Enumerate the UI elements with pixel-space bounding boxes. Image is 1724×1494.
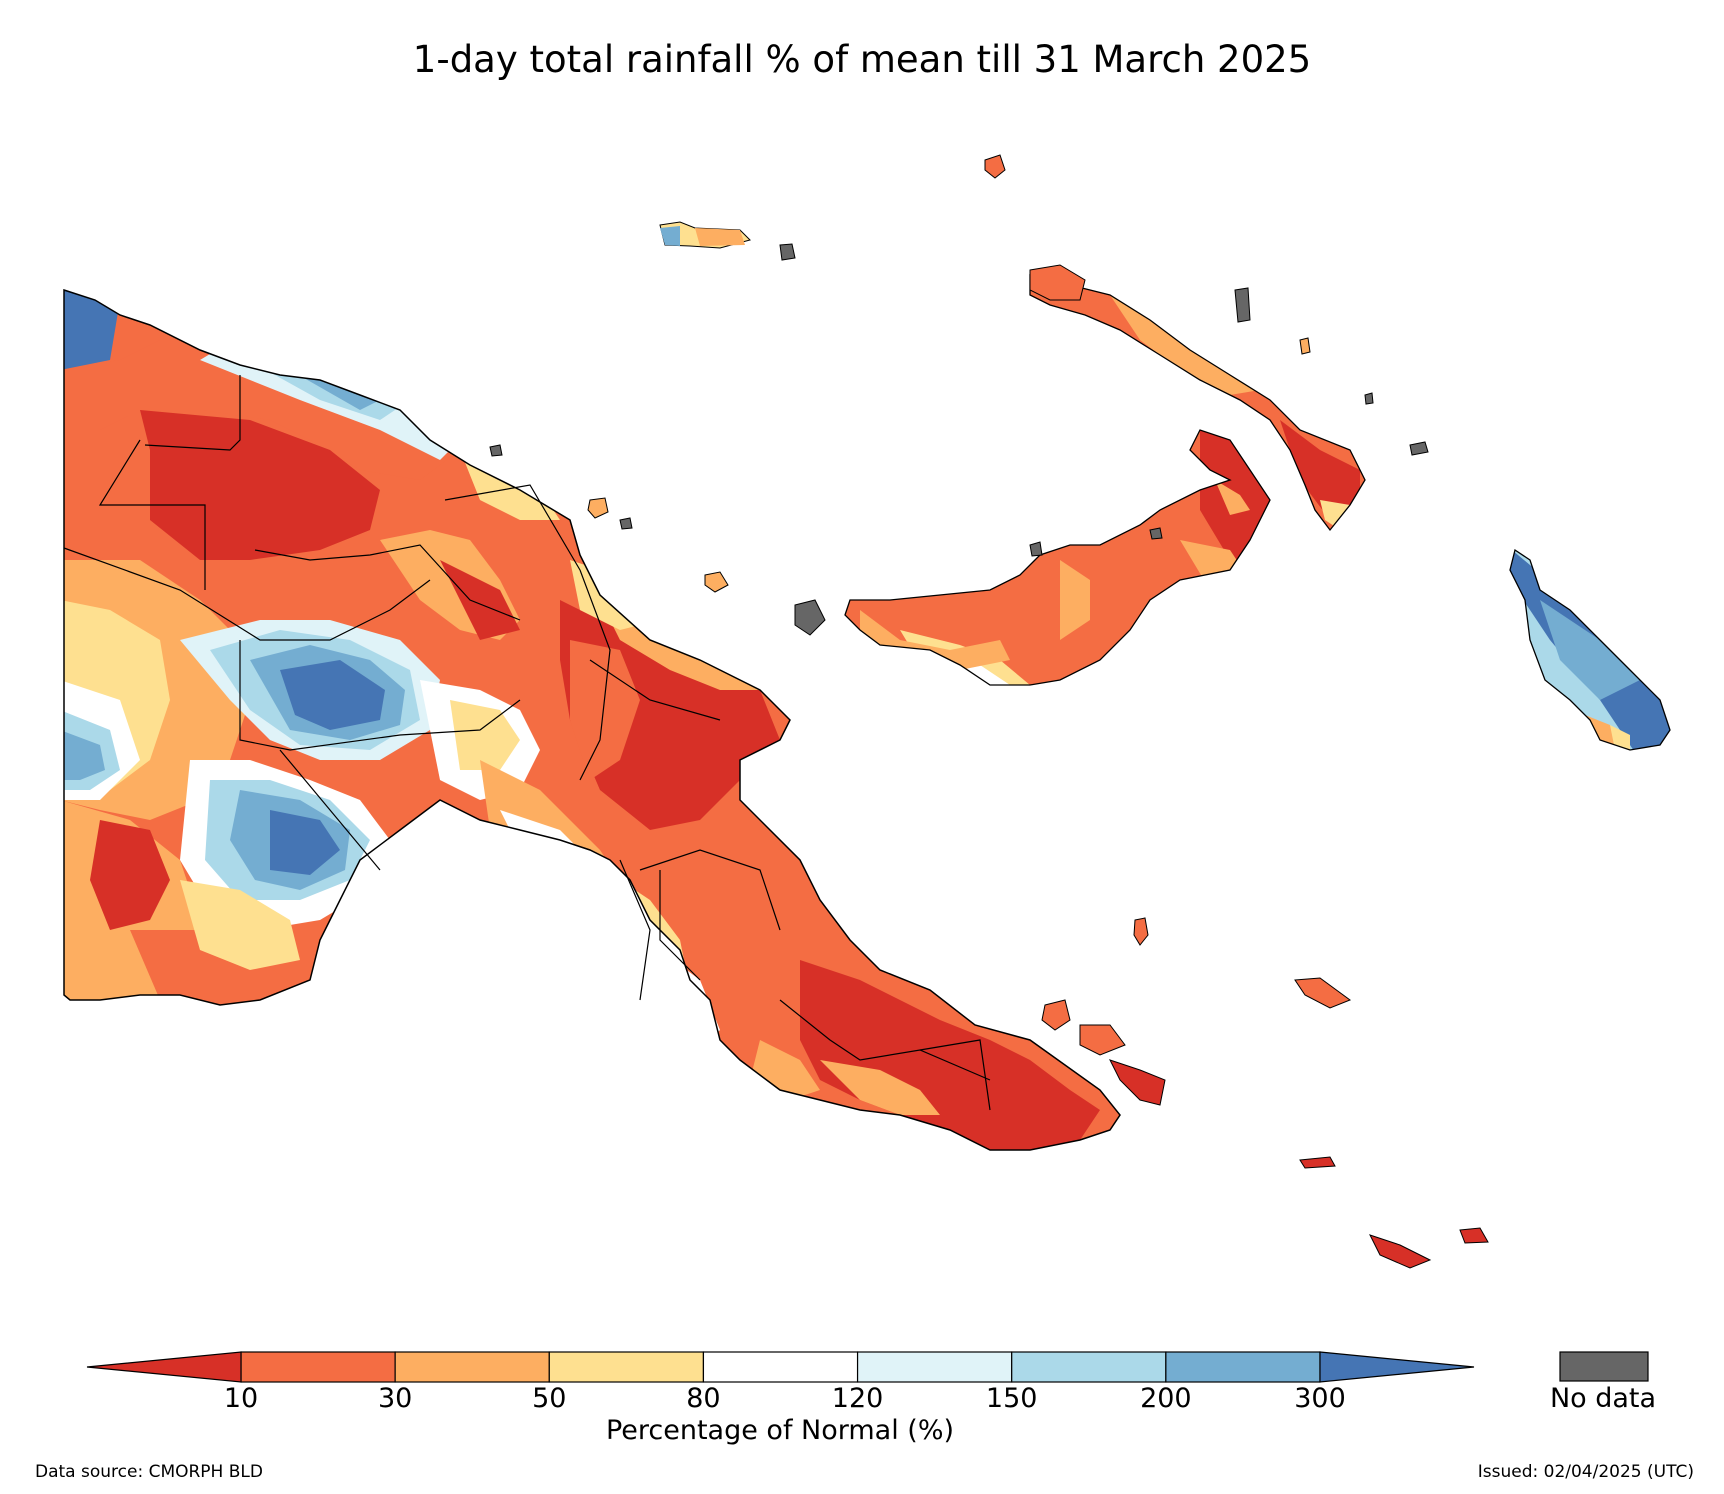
colorbar-segment bbox=[856, 1351, 1013, 1383]
colorbar-tick-label: 30 bbox=[377, 1383, 413, 1414]
colorbar-low-arrow bbox=[86, 1351, 242, 1383]
issued-date: Issued: 02/04/2025 (UTC) bbox=[1477, 1462, 1694, 1482]
colorbar-segment bbox=[1011, 1351, 1167, 1383]
colorbar-tick-label: 10 bbox=[223, 1383, 259, 1414]
no-data-swatch bbox=[1559, 1351, 1649, 1382]
colorbar-high-arrow bbox=[1319, 1351, 1475, 1383]
colorbar-tick-label: 80 bbox=[686, 1383, 721, 1414]
mainland-outline bbox=[63, 288, 1121, 1151]
province-boundaries bbox=[63, 375, 991, 1111]
no-data-label: No data bbox=[1549, 1383, 1657, 1414]
colorbar-segment bbox=[702, 1351, 859, 1383]
colorbar-tick-label: 150 bbox=[985, 1383, 1038, 1414]
colorbar-segment bbox=[240, 1351, 396, 1383]
colorbar-segment bbox=[548, 1351, 705, 1383]
colorbar-segment bbox=[1165, 1351, 1321, 1383]
colorbar-tick-label: 300 bbox=[1294, 1383, 1346, 1414]
colorbar-segment bbox=[394, 1351, 550, 1383]
colorbar-tick-label: 120 bbox=[831, 1383, 884, 1414]
colorbar-tick-label: 200 bbox=[1140, 1383, 1192, 1414]
map-title: 1-day total rainfall % of mean till 31 M… bbox=[412, 38, 1312, 81]
colorbar-tick-label: 50 bbox=[532, 1383, 567, 1414]
data-source: Data source: CMORPH BLD bbox=[35, 1462, 263, 1482]
colorbar-title: Percentage of Normal (%) bbox=[605, 1415, 955, 1446]
